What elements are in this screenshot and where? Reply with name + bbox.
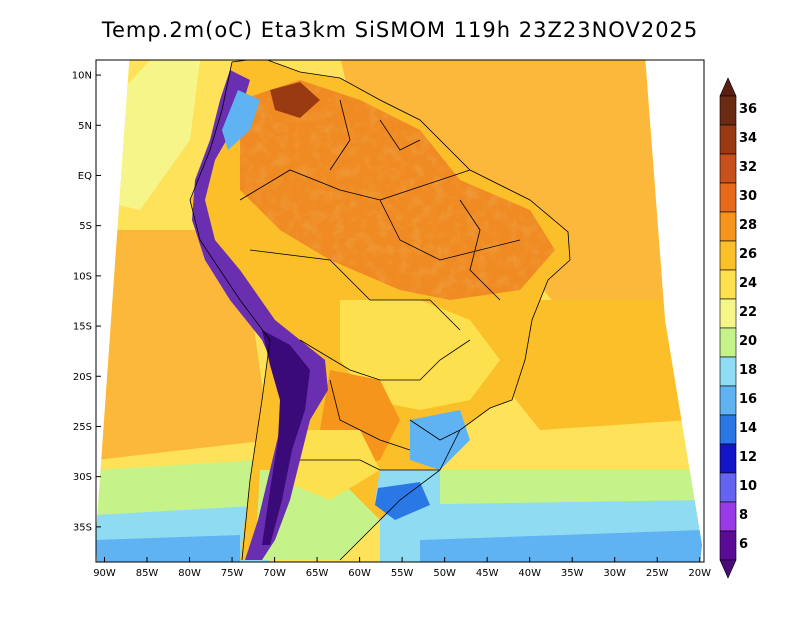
lat-tick-label: 10N: [72, 71, 92, 82]
lon-tick-label: 65W: [306, 568, 329, 579]
political-borders: [189, 60, 571, 561]
colorbar-bottom-arrow: [719, 559, 737, 579]
colorbar-label: 24: [739, 276, 757, 291]
colorbar-swatch: [719, 298, 737, 329]
lon-tick-label: 70W: [263, 568, 286, 579]
colorbar-swatch: [719, 356, 737, 387]
colorbar-label: 22: [739, 305, 757, 320]
colorbar-label: 16: [739, 392, 757, 407]
lon-tick-label: 50W: [433, 568, 456, 579]
colorbar-swatch: [719, 153, 737, 184]
pampas-yellow: [280, 430, 380, 500]
colorbar-label: 26: [739, 247, 757, 262]
lon-tick-label: 60W: [348, 568, 371, 579]
colorbar-swatch: [719, 124, 737, 155]
longitude-axis: 90W 85W 80W 75W 70W 65W 60W 55W 50W 45W 40W 35W 30W 2…: [93, 557, 711, 579]
colorbar-swatch: [719, 95, 737, 126]
lat-tick-label: 5N: [78, 121, 92, 132]
colorbar-swatch: [719, 530, 737, 561]
lat-tick-label: 35S: [73, 522, 92, 533]
lat-tick-label: 5S: [79, 221, 92, 232]
andes-core: [262, 330, 310, 545]
lat-tick-label: 25S: [73, 422, 92, 433]
colorbar-swatch: [719, 211, 737, 242]
colorbar-label: 14: [739, 421, 757, 436]
colorbar-swatch: [719, 182, 737, 213]
uruguay-blue: [375, 482, 430, 520]
lon-tick-label: 75W: [221, 568, 244, 579]
colorbar-swatch: [719, 385, 737, 416]
colorbar-label: 28: [739, 218, 757, 233]
colorbar-label: 8: [739, 508, 748, 523]
colorbar-label: 34: [739, 131, 757, 146]
lon-tick-label: 30W: [603, 568, 626, 579]
colorbar-label: 6: [739, 537, 748, 552]
colorbar-label: 32: [739, 160, 757, 175]
lat-tick-label: 10S: [73, 271, 92, 282]
colorbar-label: 36: [739, 102, 757, 117]
lon-tick-label: 25W: [646, 568, 669, 579]
lon-tick-label: 55W: [391, 568, 414, 579]
ocean-far-south-blue: [96, 535, 240, 562]
lat-tick-label: 15S: [73, 322, 92, 333]
colorbar-label: 18: [739, 363, 757, 378]
lon-tick-label: 20W: [688, 568, 711, 579]
colorbar-swatch: [719, 327, 737, 358]
map-frame: [95, 59, 705, 563]
latitude-axis: 10N 5N EQ 5S 10S 15S 20S 25S 30S 35S: [72, 71, 101, 533]
lon-tick-label: 85W: [136, 568, 159, 579]
lon-tick-label: 80W: [178, 568, 201, 579]
lat-tick-label: 30S: [73, 472, 92, 483]
colorbar: 36 34 32 30 28 26 24 22 20 18 16 14 12 10 8 6: [719, 77, 757, 579]
colorbar-swatch: [719, 269, 737, 300]
lon-tick-label: 90W: [93, 568, 116, 579]
colorbar-label: 30: [739, 189, 757, 204]
ocean-tropical-atlantic: [340, 60, 672, 310]
andes-north-blue: [222, 90, 260, 150]
colorbar-swatch: [719, 501, 737, 532]
lon-tick-label: 45W: [476, 568, 499, 579]
lon-tick-label: 40W: [518, 568, 541, 579]
venezuela-hot-spot: [270, 82, 320, 118]
map-title: Temp.2m(oC) Eta3km SiSMOM 119h 23Z23NOV2…: [101, 18, 699, 42]
colorbar-swatch: [719, 414, 737, 445]
colorbar-label: 20: [739, 334, 757, 349]
colorbar-swatch: [719, 240, 737, 271]
lat-tick-label: EQ: [78, 171, 92, 182]
colorbar-label: 12: [739, 450, 757, 465]
colorbar-top-arrow: [719, 77, 737, 97]
colorbar-swatch: [719, 472, 737, 503]
ocean-south-blue: [420, 530, 702, 562]
colorbar-label: 10: [739, 479, 757, 494]
colorbar-swatch: [719, 443, 737, 474]
temperature-field: [96, 60, 702, 562]
lon-tick-label: 35W: [561, 568, 584, 579]
lat-tick-label: 20S: [73, 372, 92, 383]
